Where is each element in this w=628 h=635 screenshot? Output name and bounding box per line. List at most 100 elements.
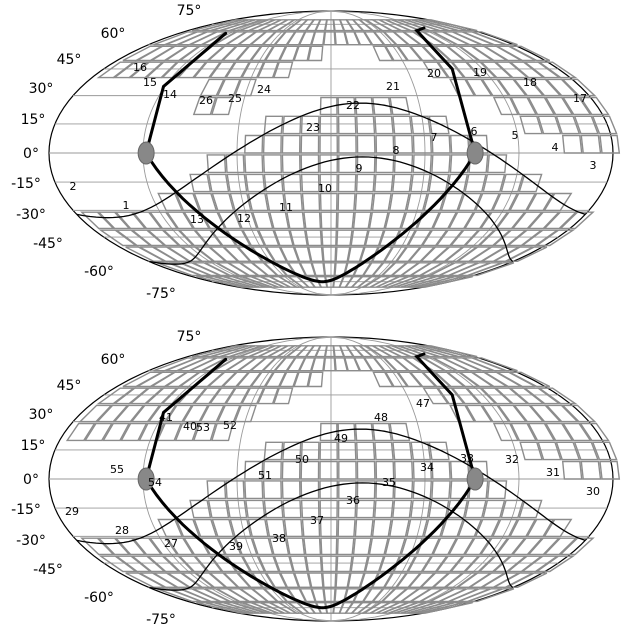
- survey-tile: [235, 45, 263, 62]
- survey-tile: [398, 345, 440, 358]
- survey-tile: [407, 555, 433, 573]
- survey-tile: [364, 229, 385, 247]
- field-number-label: 33: [460, 452, 474, 465]
- survey-tile: [265, 246, 288, 262]
- survey-tile: [263, 115, 284, 135]
- survey-tile: [300, 480, 320, 500]
- survey-tile: [279, 246, 300, 262]
- survey-tile: [244, 480, 264, 500]
- survey-tile: [114, 537, 147, 556]
- survey-tile: [148, 211, 179, 230]
- field-number-label: 14: [163, 88, 177, 101]
- survey-tile: [579, 422, 610, 442]
- survey-tile: [300, 173, 320, 193]
- latitude-label: -15°: [11, 502, 41, 518]
- field-number-label: 20: [427, 67, 441, 80]
- survey-tile: [406, 192, 429, 212]
- survey-tile: [337, 441, 357, 461]
- survey-tile: [527, 96, 556, 116]
- survey-tile: [463, 229, 496, 247]
- survey-tile: [355, 173, 376, 193]
- survey-tile: [436, 387, 466, 405]
- survey-tile: [422, 387, 450, 405]
- survey-tile: [468, 262, 515, 277]
- survey-tile: [446, 173, 469, 193]
- survey-tile: [180, 588, 221, 603]
- pole-marker-left: [137, 141, 155, 165]
- survey-tile: [418, 345, 468, 358]
- survey-tile: [492, 229, 528, 247]
- survey-tile: [495, 211, 527, 230]
- latitude-labels: 75° 60° 45°30° 15° 0° -15° -30° -45° -60° -75°: [11, 329, 201, 628]
- survey-tile: [442, 357, 482, 372]
- declination-limit-track: [144, 352, 477, 610]
- survey-tile: [256, 61, 279, 79]
- survey-tile: [300, 441, 320, 461]
- field-number-label: 55: [110, 463, 124, 476]
- survey-tile: [472, 31, 518, 46]
- survey-tile: [412, 134, 433, 154]
- field-number-label: 31: [546, 466, 560, 479]
- survey-tile: [561, 134, 583, 154]
- survey-tile: [112, 387, 150, 405]
- survey-tile: [249, 45, 275, 62]
- survey-tile: [178, 229, 209, 247]
- survey-tile: [545, 78, 580, 97]
- survey-tile: [321, 555, 338, 573]
- survey-tile: [356, 460, 376, 480]
- survey-tile: [474, 192, 501, 212]
- survey-tile: [189, 173, 212, 193]
- latitude-label: -30°: [16, 207, 46, 223]
- survey-tile: [522, 61, 562, 79]
- sky-map-bottom-panel: 75°60°45°30°15°0°-15°-30°-45°-60°-75°272…: [11, 329, 621, 628]
- survey-tile: [319, 115, 338, 135]
- survey-tile: [398, 19, 440, 32]
- survey-tile: [303, 211, 322, 230]
- survey-tile: [263, 499, 284, 519]
- survey-tile: [428, 173, 450, 193]
- survey-tile: [236, 572, 264, 588]
- survey-tile: [428, 115, 450, 135]
- survey-tile: [208, 246, 240, 262]
- survey-tile: [432, 31, 470, 46]
- survey-tile: [370, 19, 402, 32]
- survey-tile: [263, 173, 284, 193]
- field-number-label: 38: [272, 532, 286, 545]
- survey-tile: [372, 45, 395, 62]
- survey-tile: [162, 229, 195, 247]
- survey-tile: [179, 572, 216, 588]
- survey-tile: [356, 154, 376, 174]
- survey-tile: [561, 404, 597, 423]
- survey-tile: [310, 357, 326, 372]
- survey-tile: [209, 229, 238, 247]
- survey-tile: [357, 19, 385, 32]
- survey-tile: [262, 154, 283, 174]
- survey-tile: [509, 45, 551, 62]
- survey-tile: [146, 555, 181, 573]
- survey-tile: [319, 154, 339, 174]
- survey-tile: [78, 404, 113, 423]
- survey-tile: [518, 173, 543, 193]
- survey-tile: [558, 537, 595, 556]
- survey-tile: [300, 499, 320, 519]
- survey-tile: [301, 518, 321, 538]
- survey-tile: [520, 555, 560, 573]
- survey-tile: [96, 387, 136, 405]
- survey-tile: [371, 192, 392, 212]
- survey-tile: [305, 229, 323, 247]
- survey-tile: [334, 357, 349, 372]
- survey-tile: [260, 602, 291, 614]
- survey-tile: [352, 211, 372, 230]
- survey-tile: [494, 45, 536, 62]
- survey-tile: [323, 588, 336, 603]
- survey-tile: [353, 357, 373, 372]
- survey-tile: [448, 211, 475, 230]
- survey-tile: [148, 537, 179, 556]
- survey-tile: [463, 537, 492, 556]
- survey-tile: [537, 115, 562, 135]
- survey-tile: [432, 537, 458, 556]
- survey-tile: [320, 211, 338, 230]
- survey-tile: [420, 357, 458, 372]
- survey-tile: [465, 387, 498, 405]
